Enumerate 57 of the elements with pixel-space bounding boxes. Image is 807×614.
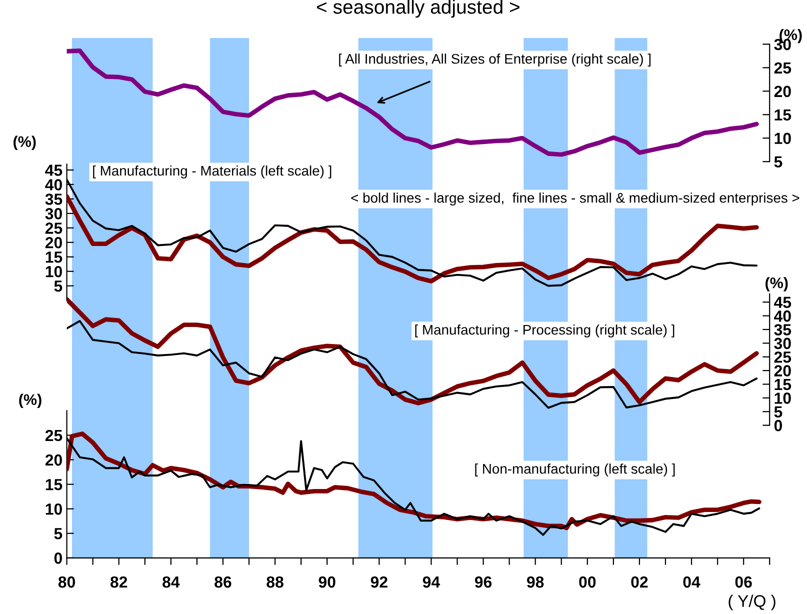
y-tick-label: 20: [774, 365, 791, 376]
y-tick-label: 30: [45, 208, 62, 220]
y-tick-label: 10: [774, 392, 791, 404]
y-tick-label: 40: [774, 310, 791, 322]
x-tick-label: 00: [579, 576, 596, 588]
y-tick-label: 25: [45, 430, 62, 442]
x-axis-title: ( Y/Q ): [728, 594, 776, 610]
y-tick-label: 5: [774, 406, 782, 418]
line-series: [66, 297, 759, 406]
y-axis-title: (%): [14, 136, 36, 150]
line-series: [66, 320, 758, 409]
y-tick-label: 40: [45, 179, 62, 190]
line-series: [66, 48, 759, 157]
annotation: [ Manufacturing - Materials (left scale) ]: [93, 165, 332, 178]
y-tick-label: 20: [774, 86, 791, 98]
y-tick-label: 45: [45, 164, 62, 176]
x-tick-label: 88: [266, 576, 284, 588]
x-tick-label: 92: [370, 576, 388, 588]
y-tick-label: 15: [774, 109, 792, 121]
y-tick-label: 15: [774, 379, 792, 390]
x-tick-label: 06: [735, 576, 752, 588]
x-tick-label: 82: [110, 576, 128, 588]
x-tick-label: 04: [683, 576, 700, 588]
y-tick-label: 35: [45, 194, 62, 205]
y-tick-label: 10: [46, 266, 62, 278]
annotation: [ Non-manufacturing (left scale) ]: [475, 464, 675, 476]
y-tick-label: 35: [774, 324, 792, 336]
annotation: [ All Industries, All Sizes of Enterprise (right scale) ]: [339, 54, 651, 67]
chart-title: < seasonally adjusted >: [317, 0, 520, 18]
x-tick-label: 80: [58, 576, 76, 588]
y-axis-title: (%): [19, 394, 42, 408]
y-tick-label: 5: [54, 280, 62, 292]
y-tick-label: 25: [45, 222, 62, 234]
y-tick-label: 0: [774, 420, 782, 432]
y-tick-label: 25: [774, 62, 792, 74]
y-tick-label: 10: [774, 132, 791, 144]
y-tick-label: 10: [46, 503, 62, 515]
y-tick-label: 5: [774, 156, 782, 168]
y-tick-label: 25: [774, 351, 792, 363]
y-tick-label: 20: [45, 454, 62, 466]
x-tick-label: 90: [318, 576, 336, 588]
x-tick-label: 86: [214, 576, 232, 588]
y-tick-label: 30: [774, 338, 791, 350]
x-tick-label: 96: [474, 576, 492, 588]
y-tick-label: 0: [54, 552, 62, 564]
annotation: [ Manufacturing - Processing (right scale) ]: [415, 324, 674, 338]
y-tick-label: 15: [46, 252, 62, 263]
y-axis-title: (%): [766, 277, 788, 292]
x-tick-label: 98: [527, 576, 544, 588]
x-tick-label: 02: [631, 576, 648, 588]
annotation: < bold lines - large sized, fine lines - small & medium-sized enterprises >: [351, 192, 800, 206]
y-tick-label: 5: [54, 528, 62, 540]
x-tick-label: 84: [162, 576, 180, 588]
y-tick-label: 15: [46, 479, 62, 490]
y-tick-label: 45: [774, 296, 792, 308]
y-tick-label: 20: [45, 237, 62, 248]
x-tick-label: 94: [422, 576, 440, 588]
